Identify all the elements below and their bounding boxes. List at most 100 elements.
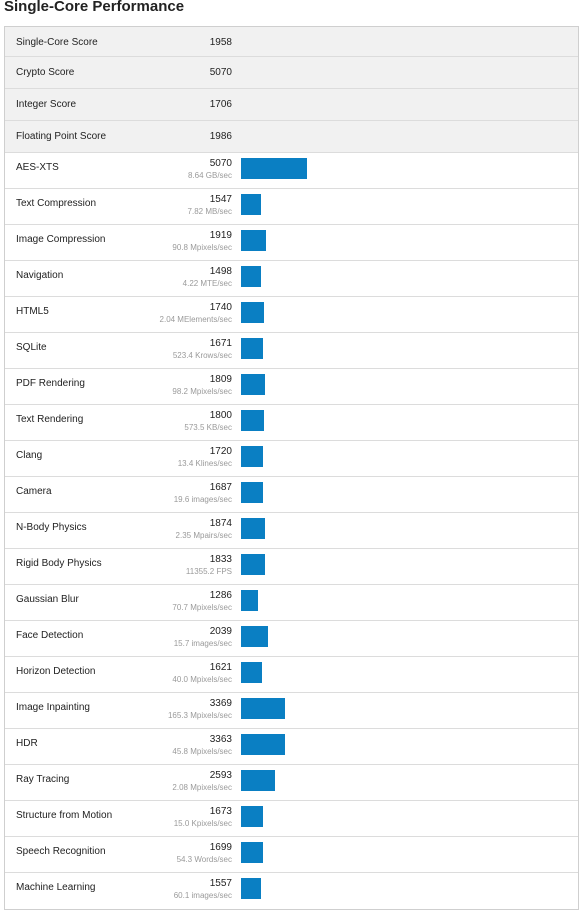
test-row: PDF Rendering 1809 98.2 Mpixels/sec: [5, 369, 578, 405]
test-score: 1919: [209, 230, 232, 241]
test-score: 3363: [209, 734, 232, 745]
test-label: Speech Recognition: [16, 846, 106, 857]
test-score: 1671: [209, 338, 232, 349]
test-row: N-Body Physics 1874 2.35 Mpairs/sec: [5, 513, 578, 549]
test-rate: 2.08 Mpixels/sec: [172, 783, 232, 792]
score-bar: [241, 446, 263, 467]
test-rate: 7.82 MB/sec: [187, 207, 232, 216]
test-score: 1557: [209, 878, 232, 889]
test-score: 1621: [209, 662, 232, 673]
test-row: Ray Tracing 2593 2.08 Mpixels/sec: [5, 765, 578, 801]
test-row: AES-XTS 5070 8.64 GB/sec: [5, 153, 578, 189]
score-bar: [241, 230, 266, 251]
summary-label: Floating Point Score: [16, 131, 107, 142]
summary-row: Integer Score 1706: [5, 89, 578, 121]
test-rate: 15.7 images/sec: [173, 639, 232, 648]
score-bar: [241, 842, 263, 863]
test-label: HDR: [16, 738, 38, 749]
summary-row: Single-Core Score 1958: [5, 27, 578, 57]
summary-row: Crypto Score 5070: [5, 57, 578, 89]
score-bar: [241, 806, 263, 827]
test-row: Machine Learning 1557 60.1 images/sec: [5, 873, 578, 909]
performance-table: Single-Core Score 1958 Crypto Score 5070 Int…: [4, 26, 579, 910]
test-label: Machine Learning: [16, 882, 96, 893]
test-row: Image Compression 1919 90.8 Mpixels/sec: [5, 225, 578, 261]
test-rate: 98.2 Mpixels/sec: [172, 387, 232, 396]
test-score: 1874: [209, 518, 232, 529]
test-score: 1833: [209, 554, 232, 565]
test-rate: 90.8 Mpixels/sec: [172, 243, 232, 252]
test-label: Image Compression: [16, 234, 106, 245]
test-rate: 54.3 Words/sec: [176, 855, 232, 864]
summary-label: Integer Score: [16, 99, 77, 110]
test-row: HDR 3363 45.8 Mpixels/sec: [5, 729, 578, 765]
test-score: 5070: [209, 158, 232, 169]
test-rate: 11355.2 FPS: [185, 567, 232, 576]
test-label: N-Body Physics: [16, 522, 87, 533]
summary-row: Floating Point Score 1986: [5, 121, 578, 153]
score-bar: [241, 158, 307, 179]
test-row: Face Detection 2039 15.7 images/sec: [5, 621, 578, 657]
test-label: Text Compression: [16, 198, 97, 209]
test-label: Ray Tracing: [16, 774, 70, 785]
test-score: 1720: [209, 446, 232, 457]
test-score: 1699: [209, 842, 232, 853]
score-bar: [241, 518, 265, 539]
test-label: Clang: [16, 450, 43, 461]
test-label: Rigid Body Physics: [16, 558, 102, 569]
test-rate: 60.1 images/sec: [173, 891, 232, 900]
test-rate: 70.7 Mpixels/sec: [172, 603, 232, 612]
score-bar: [241, 302, 264, 323]
test-row: Clang 1720 13.4 Klines/sec: [5, 441, 578, 477]
score-bar: [241, 410, 264, 431]
score-bar: [241, 734, 285, 755]
test-row: HTML5 1740 2.04 MElements/sec: [5, 297, 578, 333]
summary-score: 1986: [209, 131, 232, 142]
score-bar: [241, 662, 262, 683]
test-rate: 4.22 MTE/sec: [182, 279, 232, 288]
test-score: 3369: [209, 698, 232, 709]
test-score: 2039: [209, 626, 232, 637]
test-row: Rigid Body Physics 1833 11355.2 FPS: [5, 549, 578, 585]
test-label: Text Rendering: [16, 414, 84, 425]
test-rate: 165.3 Mpixels/sec: [167, 711, 232, 720]
score-bar: [241, 266, 261, 287]
test-score: 1547: [209, 194, 232, 205]
test-score: 1498: [209, 266, 232, 277]
score-bar: [241, 194, 261, 215]
summary-label: Crypto Score: [16, 67, 75, 78]
test-row: Text Rendering 1800 573.5 KB/sec: [5, 405, 578, 441]
test-row: Navigation 1498 4.22 MTE/sec: [5, 261, 578, 297]
test-rate: 15.0 Kpixels/sec: [173, 819, 232, 828]
test-score: 1800: [209, 410, 232, 421]
test-row: Horizon Detection 1621 40.0 Mpixels/sec: [5, 657, 578, 693]
test-label: Horizon Detection: [16, 666, 96, 677]
test-rate: 40.0 Mpixels/sec: [172, 675, 232, 684]
score-bar: [241, 590, 258, 611]
test-score: 2593: [209, 770, 232, 781]
test-rate: 2.04 MElements/sec: [159, 315, 232, 324]
test-score: 1687: [209, 482, 232, 493]
test-row: Structure from Motion 1673 15.0 Kpixels/se…: [5, 801, 578, 837]
test-label: Navigation: [16, 270, 64, 281]
test-score: 1286: [209, 590, 232, 601]
summary-score: 1706: [209, 99, 232, 110]
score-bar: [241, 482, 263, 503]
test-score: 1673: [209, 806, 232, 817]
score-bar: [241, 374, 265, 395]
summary-score: 1958: [209, 37, 232, 48]
test-rate: 13.4 Klines/sec: [177, 459, 232, 468]
test-label: Image Inpainting: [16, 702, 90, 713]
test-rate: 2.35 Mpairs/sec: [175, 531, 232, 540]
test-score: 1809: [209, 374, 232, 385]
score-bar: [241, 770, 275, 791]
page-title: Single-Core Performance: [4, 0, 185, 15]
score-bar: [241, 338, 263, 359]
test-rate: 45.8 Mpixels/sec: [172, 747, 232, 756]
test-label: SQLite: [16, 342, 47, 353]
test-label: Gaussian Blur: [16, 594, 79, 605]
score-bar: [241, 698, 285, 719]
score-bar: [241, 626, 268, 647]
test-rate: 8.64 GB/sec: [187, 171, 232, 180]
test-label: Camera: [16, 486, 52, 497]
